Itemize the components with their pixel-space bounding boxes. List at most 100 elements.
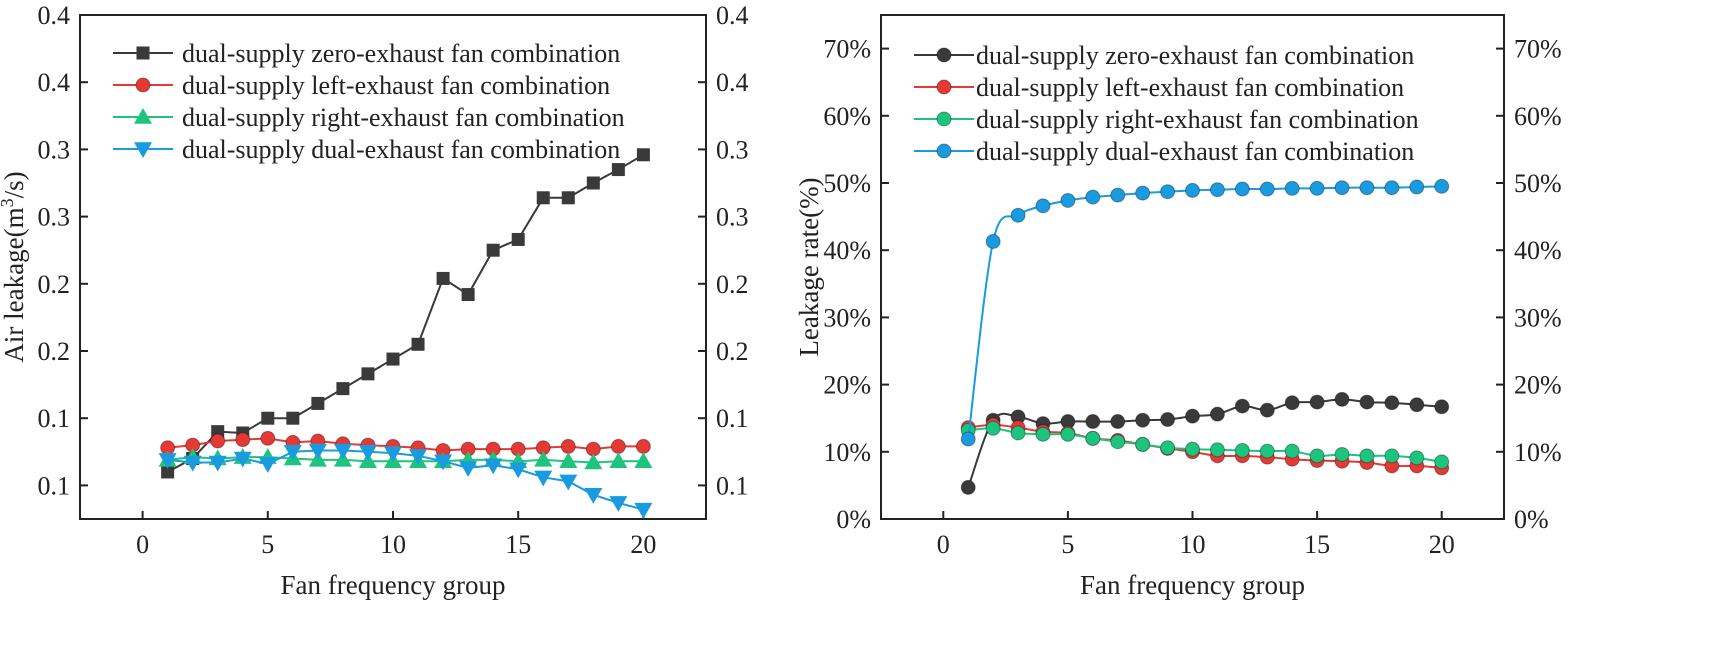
data-point-s4 (208, 455, 227, 472)
legend-label-1: dual-supply zero-exhaust fan combination (976, 41, 1414, 70)
y-tick-label-right: 0% (1514, 505, 1549, 534)
data-point-s4 (1010, 207, 1026, 223)
data-point-s4 (559, 474, 578, 491)
data-point-s1 (636, 148, 650, 162)
data-point-s4 (1209, 182, 1225, 198)
legend-marker-4 (134, 142, 152, 158)
y-tick-label-left: 0.1 (38, 471, 71, 500)
data-point-s2 (635, 438, 651, 454)
y-tick-label-left: 0.3 (38, 135, 71, 164)
data-point-s3 (1085, 430, 1101, 446)
legend-marker-1 (136, 46, 150, 60)
y-tick-label-right: 30% (1514, 303, 1562, 332)
data-point-s4 (384, 446, 402, 463)
x-axis-label: Fan frequency group (1080, 570, 1305, 600)
y-axis-label: Leakage rate(%) (794, 177, 824, 356)
data-point-s2 (235, 432, 251, 448)
data-point-s1 (336, 382, 350, 396)
data-point-s4 (609, 496, 628, 512)
data-point-s3 (534, 450, 553, 467)
data-point-s1 (1359, 394, 1375, 410)
data-point-s1 (311, 396, 325, 410)
x-tick-label: 0 (136, 530, 149, 559)
legend-marker-4 (936, 143, 952, 159)
data-point-s4 (1185, 182, 1200, 198)
data-point-s4 (1334, 180, 1350, 196)
data-point-s1 (1284, 395, 1300, 411)
data-point-s3 (985, 420, 1001, 436)
data-point-s2 (610, 438, 626, 454)
data-point-s1 (436, 271, 450, 285)
data-point-s4 (333, 443, 352, 460)
y-axis-label-prefix: Air leakage(m (0, 207, 29, 362)
legend-label-2: dual-supply left-exhaust fan combination (976, 73, 1404, 102)
y-tick-label-left: 0.3 (38, 203, 71, 232)
y-axis-label-suffix: /s) (0, 171, 29, 198)
data-point-s1 (536, 191, 550, 205)
legend-label-3: dual-supply right-exhaust fan combinatio… (976, 105, 1419, 134)
legend-marker-2 (936, 79, 952, 95)
data-point-s4 (434, 454, 453, 471)
data-point-s1 (1110, 414, 1126, 430)
data-point-s1 (586, 176, 600, 190)
data-point-s3 (1209, 442, 1225, 458)
data-point-s4 (1035, 198, 1051, 214)
data-point-s3 (1259, 443, 1275, 459)
data-point-s4 (584, 488, 603, 504)
data-point-s4 (1060, 192, 1076, 208)
data-point-s4 (1110, 187, 1126, 203)
data-point-s1 (1135, 412, 1151, 428)
data-point-s1 (511, 232, 525, 246)
data-point-s4 (509, 462, 528, 479)
data-point-s1 (1234, 398, 1250, 414)
data-point-s1 (1409, 397, 1425, 413)
data-point-s3 (1110, 434, 1126, 450)
data-point-s1 (1209, 406, 1225, 422)
x-tick-label: 10 (1180, 530, 1206, 559)
data-point-s1 (461, 288, 475, 302)
x-tick-label: 15 (505, 530, 531, 559)
y-tick-label-left: 0.2 (38, 337, 71, 366)
data-point-s4 (985, 233, 1001, 249)
series-line-1 (967, 398, 1442, 488)
y-tick-label-left: 20% (823, 371, 871, 400)
data-point-s4 (1384, 180, 1400, 196)
data-point-s1 (1309, 394, 1325, 410)
data-point-s3 (1060, 426, 1076, 442)
y-tick-label-right: 0.3 (716, 135, 749, 164)
data-point-s4 (183, 455, 202, 472)
data-point-s3 (1434, 454, 1450, 470)
data-point-s3 (559, 452, 578, 468)
data-point-s1 (1334, 391, 1350, 407)
data-point-s1 (386, 352, 400, 366)
data-point-s1 (161, 465, 175, 479)
data-point-s4 (960, 431, 976, 447)
data-point-s1 (411, 337, 425, 351)
data-point-s3 (1359, 448, 1375, 464)
data-point-s4 (1409, 179, 1425, 195)
legend-label-4: dual-supply dual-exhaust fan combination (182, 135, 620, 164)
data-point-s1 (561, 191, 575, 205)
y-tick-label-left: 50% (823, 169, 871, 198)
y-tick-label-right: 50% (1514, 169, 1562, 198)
y-tick-label-right: 0.3 (716, 203, 749, 232)
data-point-s1 (1259, 402, 1275, 418)
data-point-s3 (584, 453, 603, 470)
data-point-s4 (1234, 181, 1250, 197)
y-tick-label-left: 60% (823, 102, 871, 131)
data-point-s1 (286, 411, 300, 425)
data-point-s1 (361, 367, 375, 381)
data-point-s1 (486, 243, 500, 257)
data-point-s4 (534, 470, 553, 487)
data-point-s4 (634, 502, 653, 519)
data-point-s4 (308, 443, 327, 460)
legend-label-4: dual-supply dual-exhaust fan combination (976, 137, 1414, 166)
legend-label-1: dual-supply zero-exhaust fan combination (182, 39, 620, 68)
y-tick-label-right: 40% (1514, 236, 1562, 265)
data-point-s1 (1384, 395, 1400, 411)
y-tick-label-right: 0.1 (716, 471, 749, 500)
data-point-s3 (1135, 436, 1151, 452)
data-point-s1 (1160, 412, 1176, 428)
y-tick-label-left: 10% (823, 438, 871, 467)
